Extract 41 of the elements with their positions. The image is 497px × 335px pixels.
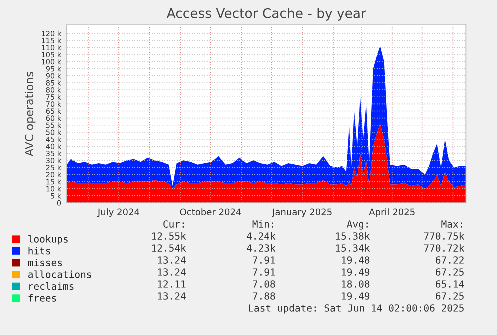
x-tick-label: October 2024 xyxy=(180,208,242,216)
text: Last update: Sat Jun 14 02:00:06 2025 xyxy=(249,304,464,314)
legend-label: frees xyxy=(28,294,56,302)
text: 18.08 xyxy=(342,280,370,288)
chart-title: Access Vector Cache - by year xyxy=(166,8,366,21)
text: Avg: xyxy=(347,220,368,230)
legend-label: allocations xyxy=(28,270,92,278)
text: 12.55k xyxy=(152,232,186,240)
text: 7.91 xyxy=(253,268,276,276)
text: 13.24 xyxy=(158,292,186,300)
text: Cur: xyxy=(164,220,184,228)
y-axis-title: AVC operations xyxy=(24,72,36,156)
text: Max: xyxy=(442,220,462,228)
text: 4.23k xyxy=(247,244,276,252)
text: 770.75k xyxy=(424,232,465,240)
text: Min: xyxy=(252,220,274,228)
text: 13.24 xyxy=(158,256,186,264)
text: 13.24 xyxy=(158,268,186,276)
text: 67.22 xyxy=(436,256,464,264)
legend-label: hits xyxy=(28,247,50,255)
legend-label: reclaims xyxy=(30,282,74,290)
text: 67.25 xyxy=(436,292,464,300)
x-tick-label: April 2025 xyxy=(369,208,415,218)
text: 19.49 xyxy=(342,268,370,276)
text: 65.14 xyxy=(436,280,464,288)
text: 4.24k xyxy=(247,232,276,240)
legend-label: misses xyxy=(28,258,62,267)
x-tick-label: January 2025 xyxy=(272,208,332,218)
text: 7.88 xyxy=(253,292,276,300)
text: 19.49 xyxy=(342,292,370,300)
text: 19.48 xyxy=(342,256,370,264)
text: 67.25 xyxy=(436,268,464,276)
legend-label: lookups xyxy=(28,235,68,245)
text: 7.91 xyxy=(253,256,276,264)
text: 12.54k xyxy=(152,244,186,252)
text: 12.11 xyxy=(158,280,186,288)
text: 7.08 xyxy=(253,280,276,288)
text: 770.72k xyxy=(424,244,465,252)
x-tick-label: July 2024 xyxy=(97,208,140,218)
text: 15.34k xyxy=(336,244,370,252)
text: 15.38k xyxy=(336,232,370,240)
